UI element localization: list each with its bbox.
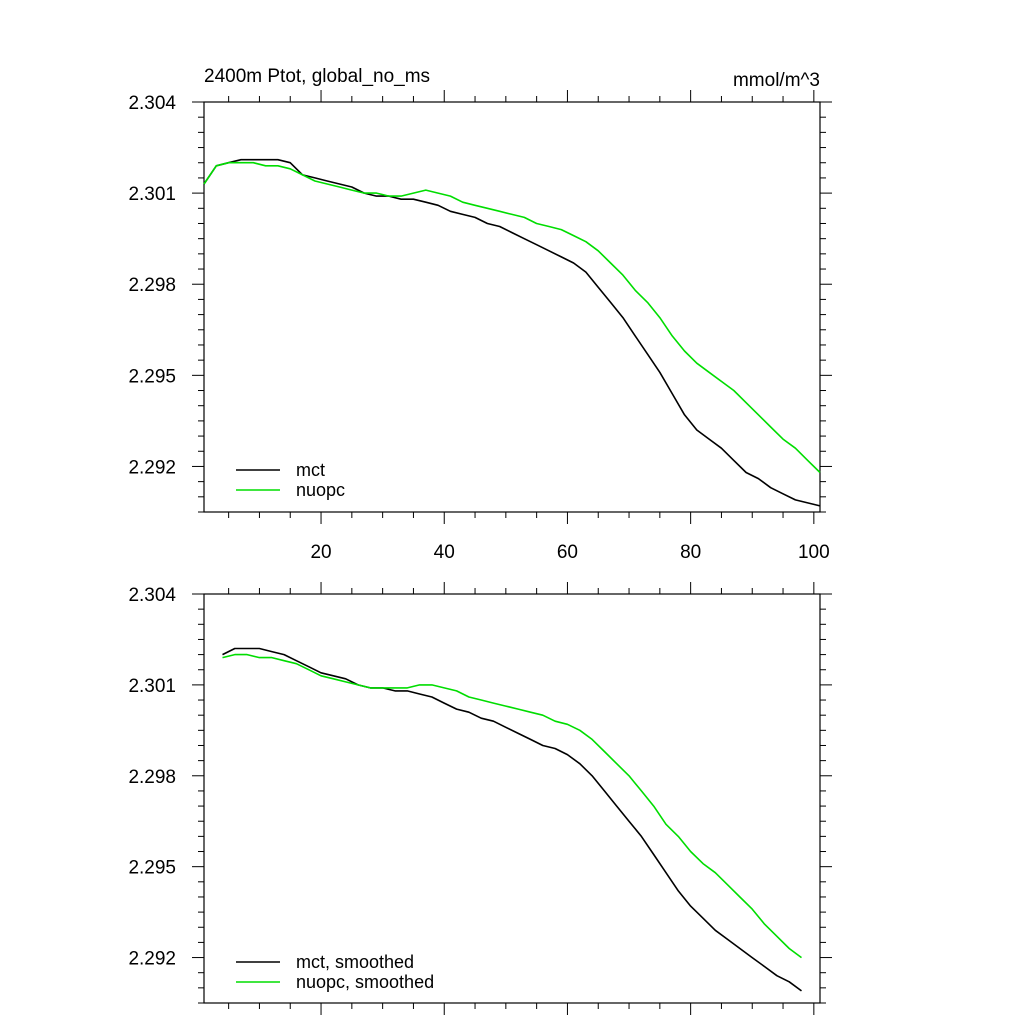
series-line-mct-smoothed <box>222 647 802 992</box>
bottom-panel: 2.292 2.295 2.298 2.301 2.304 mct, smoothednu… <box>128 582 832 1015</box>
series-line-nuopc-smoothed <box>222 653 802 959</box>
top-panel: 2400m Ptot, global_no_ms mmol/m^3 20 40 60… <box>128 66 832 563</box>
y-tick-label: 2.301 <box>128 184 176 205</box>
legend-label: nuopc <box>296 480 345 500</box>
x-tick-label: 80 <box>680 542 701 563</box>
y-tick-label: 2.295 <box>128 366 176 387</box>
y-tick-label: 2.298 <box>128 275 176 296</box>
y-tick-label: 2.292 <box>128 949 176 970</box>
series-line-mct <box>203 158 821 507</box>
legend-label: mct <box>296 460 325 480</box>
x-tick-label: 20 <box>310 542 331 563</box>
x-tick-label: 60 <box>557 542 578 563</box>
y-tick-label: 2.301 <box>128 676 176 697</box>
y-tick-label: 2.304 <box>128 585 176 606</box>
series-line-nuopc <box>203 161 821 474</box>
y-tick-label: 2.292 <box>128 457 176 478</box>
units-label: mmol/m^3 <box>733 70 820 91</box>
y-tick-label: 2.298 <box>128 767 176 788</box>
x-tick-label: 40 <box>434 542 455 563</box>
y-tick-label: 2.304 <box>128 93 176 114</box>
plot-frame <box>203 101 821 513</box>
legend-label: mct, smoothed <box>296 952 414 972</box>
legend-label: nuopc, smoothed <box>296 972 434 992</box>
x-tick-label: 100 <box>798 542 830 563</box>
plot-frame <box>203 593 821 1004</box>
chart-title: 2400m Ptot, global_no_ms <box>204 66 430 87</box>
y-tick-label: 2.295 <box>128 858 176 879</box>
